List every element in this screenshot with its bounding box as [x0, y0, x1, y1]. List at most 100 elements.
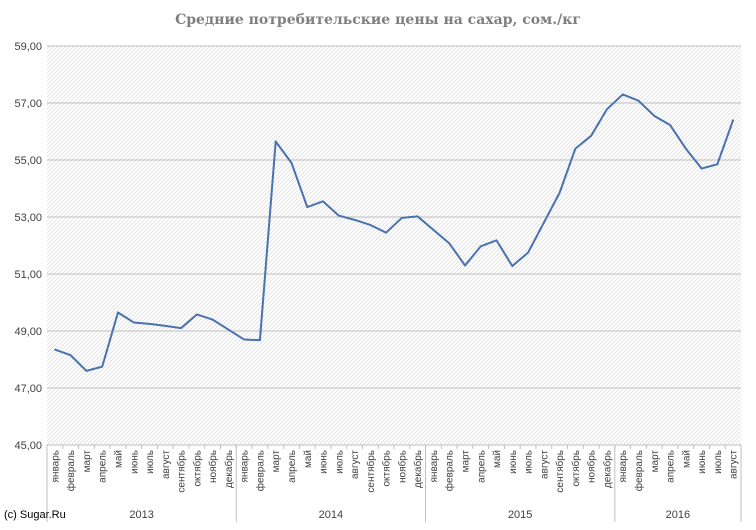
year-groups: 2013 2014 2015 2016 [46, 445, 742, 522]
y-tick-label: 51,00 [14, 269, 42, 281]
x-tick-label: ноябрь [207, 450, 219, 483]
y-axis: 45,00 47,00 49,00 51,00 53,00 55,00 57,00 59,00 [14, 41, 42, 452]
data-point [700, 167, 703, 170]
x-tick-label: февраль [444, 450, 456, 491]
data-point [684, 147, 687, 150]
x-tick-label: ноябрь [396, 450, 408, 483]
x-tick-label: март [650, 450, 661, 473]
x-tick-label: январь [429, 450, 440, 482]
x-tick-label: сентябрь [554, 450, 566, 493]
x-tick-label: февраль [65, 450, 77, 491]
data-point [511, 265, 514, 267]
x-tick-label: июнь [508, 450, 519, 474]
x-tick-label: март [271, 450, 282, 473]
x-tick-label: январь [240, 450, 251, 482]
x-tick-label: май [113, 450, 124, 468]
data-point [543, 221, 545, 224]
x-tick-label: апрель [287, 450, 298, 483]
x-tick-label: май [303, 450, 314, 468]
y-tick-label: 57,00 [14, 98, 42, 110]
x-tick-label: декабрь [601, 450, 613, 488]
plot-area [47, 46, 741, 445]
data-point [558, 191, 561, 194]
data-point [164, 325, 167, 327]
data-point [606, 108, 608, 111]
x-tick-label: август [350, 450, 361, 479]
x-tick-label: январь [618, 450, 629, 482]
data-point [180, 327, 182, 329]
data-point [527, 251, 529, 254]
x-tick-label: июль [713, 450, 724, 474]
x-tick-label: март [460, 450, 471, 473]
data-point [448, 242, 451, 245]
price-line [54, 93, 735, 372]
x-tick-label: май [492, 450, 503, 468]
data-point [117, 311, 119, 314]
x-tick-label: февраль [633, 450, 645, 491]
data-point [732, 119, 734, 121]
x-tick-label: апрель [476, 450, 487, 483]
data-point [401, 217, 403, 219]
data-point [101, 365, 104, 368]
data-point [464, 264, 466, 267]
year-label: 2014 [319, 509, 343, 521]
x-tick-label: март [82, 450, 93, 473]
x-tick-label: июнь [129, 450, 140, 474]
data-point [69, 354, 72, 357]
x-tick-label: август [729, 450, 740, 479]
copyright-text: (c) Sugar.Ru [4, 509, 66, 521]
series-layer [54, 93, 735, 372]
data-point [148, 323, 151, 325]
x-tick-label: июнь [697, 450, 708, 474]
data-point [274, 140, 277, 143]
x-tick-label: сентябрь [365, 450, 377, 493]
data-point [669, 124, 671, 126]
data-point [243, 338, 245, 341]
y-tick-label: 49,00 [14, 326, 42, 338]
x-axis: январь февраль март апрель май июнь июль август… [46, 444, 741, 493]
data-point [416, 215, 419, 218]
data-point [369, 224, 372, 226]
data-point [716, 163, 719, 166]
x-tick-label: апрель [666, 450, 677, 483]
data-point [322, 200, 324, 203]
x-tick-label: август [539, 450, 550, 479]
data-point [385, 231, 387, 234]
data-point [306, 206, 309, 208]
data-point [196, 313, 198, 316]
x-tick-label: апрель [98, 450, 109, 483]
chart-title: Средние потребительские цены на сахар, с… [175, 12, 581, 28]
x-tick-label: август [161, 450, 172, 479]
data-point [337, 214, 340, 217]
data-point [54, 348, 56, 351]
x-tick-label: сентябрь [176, 450, 188, 493]
x-tick-label: июль [334, 450, 345, 474]
year-label: 2013 [129, 509, 153, 521]
data-point [259, 339, 261, 341]
data-point [432, 229, 435, 231]
data-point [590, 134, 592, 137]
y-tick-label: 47,00 [14, 383, 42, 395]
x-tick-label: июнь [319, 450, 330, 474]
data-point [495, 239, 498, 242]
x-tick-label: февраль [254, 450, 266, 491]
data-point [621, 93, 624, 96]
x-tick-label: декабрь [412, 450, 424, 488]
x-tick-label: ноябрь [586, 450, 598, 483]
x-tick-label: июль [145, 450, 156, 474]
data-point [211, 318, 214, 321]
data-point [653, 115, 656, 117]
y-tick-label: 59,00 [14, 41, 42, 53]
data-point [227, 328, 230, 331]
data-point [353, 219, 356, 221]
year-label: 2016 [666, 509, 690, 521]
data-point [85, 370, 88, 372]
x-tick-label: декабрь [223, 450, 235, 488]
data-point [574, 147, 577, 150]
x-tick-label: июль [524, 450, 535, 474]
x-tick-label: октябрь [191, 450, 203, 487]
y-tick-label: 55,00 [14, 155, 42, 167]
y-tick-label: 53,00 [14, 212, 42, 224]
